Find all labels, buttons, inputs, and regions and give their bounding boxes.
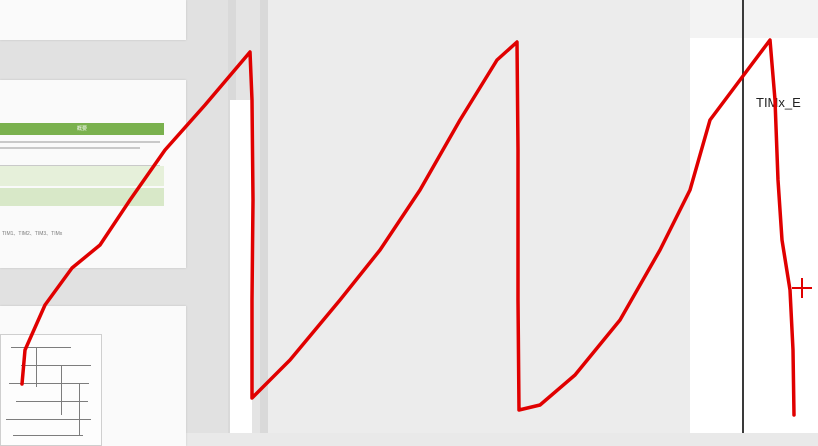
thumbnail-green-box (0, 166, 164, 186)
thumbnail-tag-line: TIM1、TIM2、TIM3、TIMx (2, 231, 63, 237)
slide-canvas[interactable] (268, 0, 690, 433)
thumbnail-text-line (0, 141, 160, 143)
thumbnail-green-box (0, 188, 164, 206)
slide-edge (230, 100, 252, 433)
right-pane-top-bar (690, 0, 818, 38)
slide-thumbnail-2[interactable]: 概要 TIM1、TIM2、TIM3、TIMx (0, 80, 186, 268)
cursor-crosshair-icon (792, 278, 812, 298)
thumbnail-green-header: 概要 (0, 123, 164, 135)
freehand-annotation (20, 38, 812, 417)
right-pane-label: TIMx_E (756, 95, 801, 110)
right-pane-divider (742, 0, 744, 433)
sawtooth-wave-stroke (20, 38, 796, 417)
right-pane (690, 0, 818, 433)
slide-thumbnail-1[interactable] (0, 0, 186, 40)
thumbnail-text-line (0, 147, 140, 149)
